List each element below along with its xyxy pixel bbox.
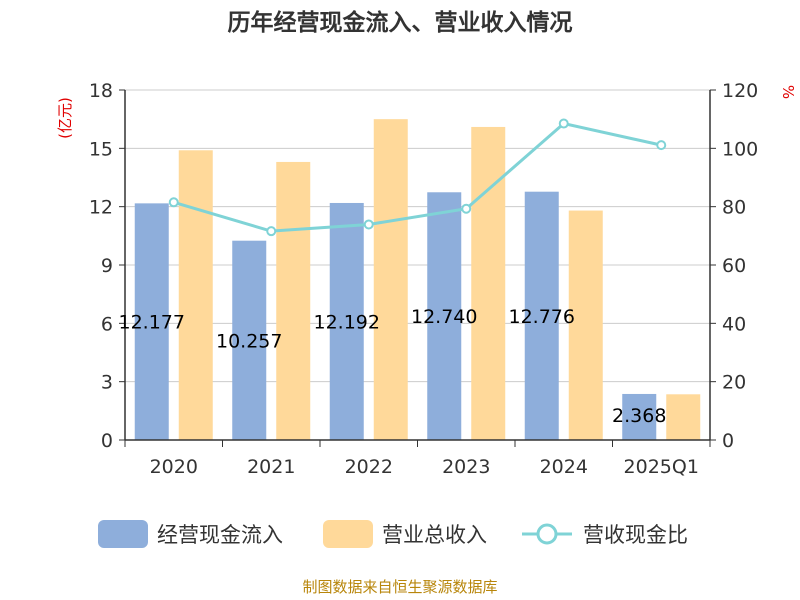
y-right-tick-label: 0 <box>722 430 734 452</box>
legend-label-ratio: 营收现金比 <box>583 523 688 547</box>
legend-marker-ratio <box>536 523 558 545</box>
grid-lines <box>125 89 710 383</box>
bars <box>134 119 701 441</box>
line-point-ratio <box>558 118 569 129</box>
y-left-tick-label: 9 <box>101 255 113 277</box>
line-point-ratio <box>656 140 667 151</box>
bar-value-label: 12.192 <box>314 311 380 333</box>
line-point-ratio <box>266 226 277 237</box>
y-left-tick-label: 18 <box>89 80 113 102</box>
bar-revenue <box>471 126 506 440</box>
bar-revenue <box>568 210 603 440</box>
bar-cash-inflow <box>134 203 169 440</box>
line-point-ratio <box>168 197 179 208</box>
bar-cash-inflow <box>524 191 559 440</box>
x-tick-label: 2023 <box>442 456 490 478</box>
source-note: 制图数据来自恒生聚源数据库 <box>302 578 497 596</box>
line-ratio <box>173 121 662 233</box>
bar-value-label: 2.368 <box>612 405 666 427</box>
bar-cash-inflow <box>427 192 462 440</box>
line-point-ratio <box>461 203 472 214</box>
bar-revenue <box>373 119 408 441</box>
bar-value-label: 12.177 <box>119 312 185 334</box>
bar-revenue <box>666 394 701 440</box>
x-tick-label: 2022 <box>345 456 393 478</box>
y-left-tick-label: 0 <box>101 430 113 452</box>
y-left-tick-label: 6 <box>101 313 113 335</box>
bar-value-label: 12.740 <box>411 306 477 328</box>
y-right-tick-label: 20 <box>722 372 746 394</box>
line-point-ratio <box>363 219 374 230</box>
legend-label-revenue: 营业总收入 <box>382 523 487 547</box>
y-left-tick-label: 15 <box>89 138 113 160</box>
bar-revenue <box>178 150 213 440</box>
y-right-tick-label: 80 <box>722 197 746 219</box>
y-left-tick-label: 3 <box>101 372 113 394</box>
y-left-unit: (亿元) <box>56 97 74 139</box>
chart-title: 历年经营现金流入、营业收入情况 <box>228 9 573 36</box>
bar-value-label: 10.257 <box>216 330 282 352</box>
legend-label-cash-inflow: 经营现金流入 <box>157 523 283 547</box>
bar-cash-inflow <box>622 393 657 440</box>
x-tick-label: 2021 <box>247 456 295 478</box>
line-series <box>168 118 667 237</box>
axes: 0 0 3 20 6 40 9 60 12 80 15 100 18 120 2020 2021 2022 202… <box>89 80 758 478</box>
value-labels: 12.177 10.257 12.192 12.740 12.776 2.368 <box>119 306 667 427</box>
y-right-tick-label: 120 <box>722 80 758 102</box>
y-right-tick-label: 40 <box>722 313 746 335</box>
y-right-tick-label: 60 <box>722 255 746 277</box>
x-tick-label: 2020 <box>150 456 198 478</box>
legend-swatch-revenue <box>323 520 373 548</box>
y-right-tick-label: 100 <box>722 138 758 160</box>
x-tick-label: 2024 <box>540 456 588 478</box>
bar-cash-inflow <box>232 240 267 440</box>
y-right-unit: % <box>779 85 797 99</box>
y-left-tick-label: 12 <box>89 197 113 219</box>
legend-swatch-cash-inflow <box>98 520 148 548</box>
bar-value-label: 12.776 <box>509 306 575 328</box>
bar-cash-inflow <box>329 202 364 440</box>
bar-revenue <box>276 161 311 440</box>
legend: 经营现金流入 营业总收入 营收现金比 <box>98 520 688 548</box>
x-tick-label: 2025Q1 <box>624 456 699 478</box>
